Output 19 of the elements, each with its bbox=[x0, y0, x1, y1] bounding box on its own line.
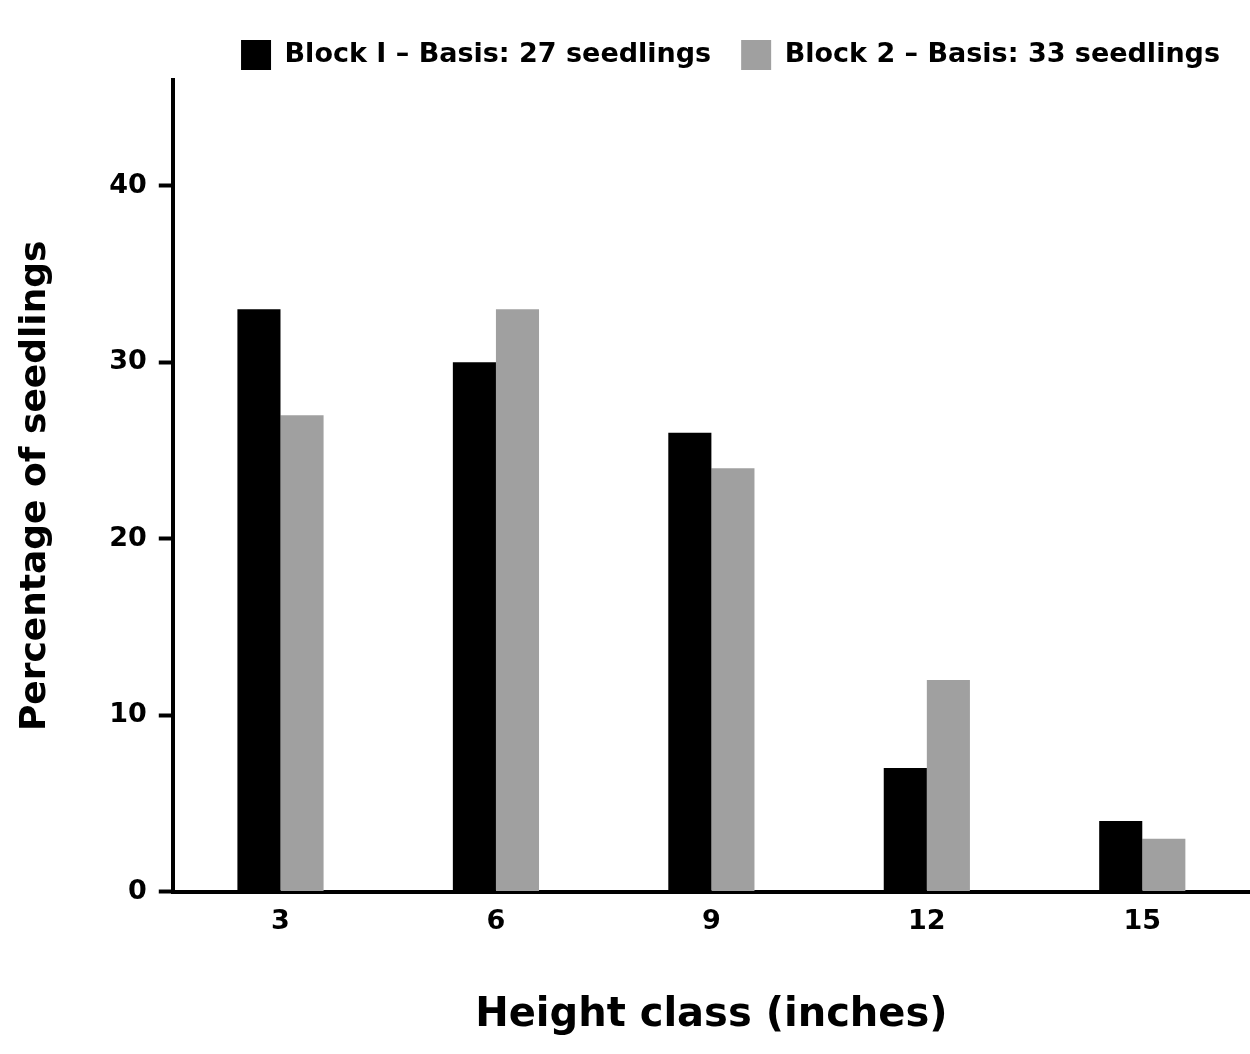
bar bbox=[495, 309, 540, 892]
y-tick-label: 40 bbox=[109, 167, 147, 199]
x-axis-title: Height class (inches) bbox=[475, 989, 948, 1036]
y-tick-label: 10 bbox=[109, 697, 147, 729]
x-tick-label: 3 bbox=[271, 903, 290, 935]
y-tick-label: 20 bbox=[109, 520, 147, 552]
legend-label: Block I – Basis: 27 seedlings bbox=[284, 37, 712, 69]
bar bbox=[280, 415, 324, 892]
y-tick-label: 30 bbox=[109, 344, 147, 376]
x-tick-label: 9 bbox=[701, 903, 721, 935]
x-tick-label: 15 bbox=[1123, 903, 1162, 935]
bar bbox=[711, 468, 755, 892]
y-axis-title: Percentage of seedlings bbox=[11, 240, 53, 732]
y-tick-label: 0 bbox=[127, 873, 147, 905]
bar bbox=[1142, 838, 1186, 892]
x-tick-label: 12 bbox=[908, 903, 946, 935]
legend-label: Block 2 – Basis: 33 seedlings bbox=[784, 37, 1221, 69]
x-tick-label: 6 bbox=[486, 903, 506, 935]
bar bbox=[926, 679, 970, 892]
